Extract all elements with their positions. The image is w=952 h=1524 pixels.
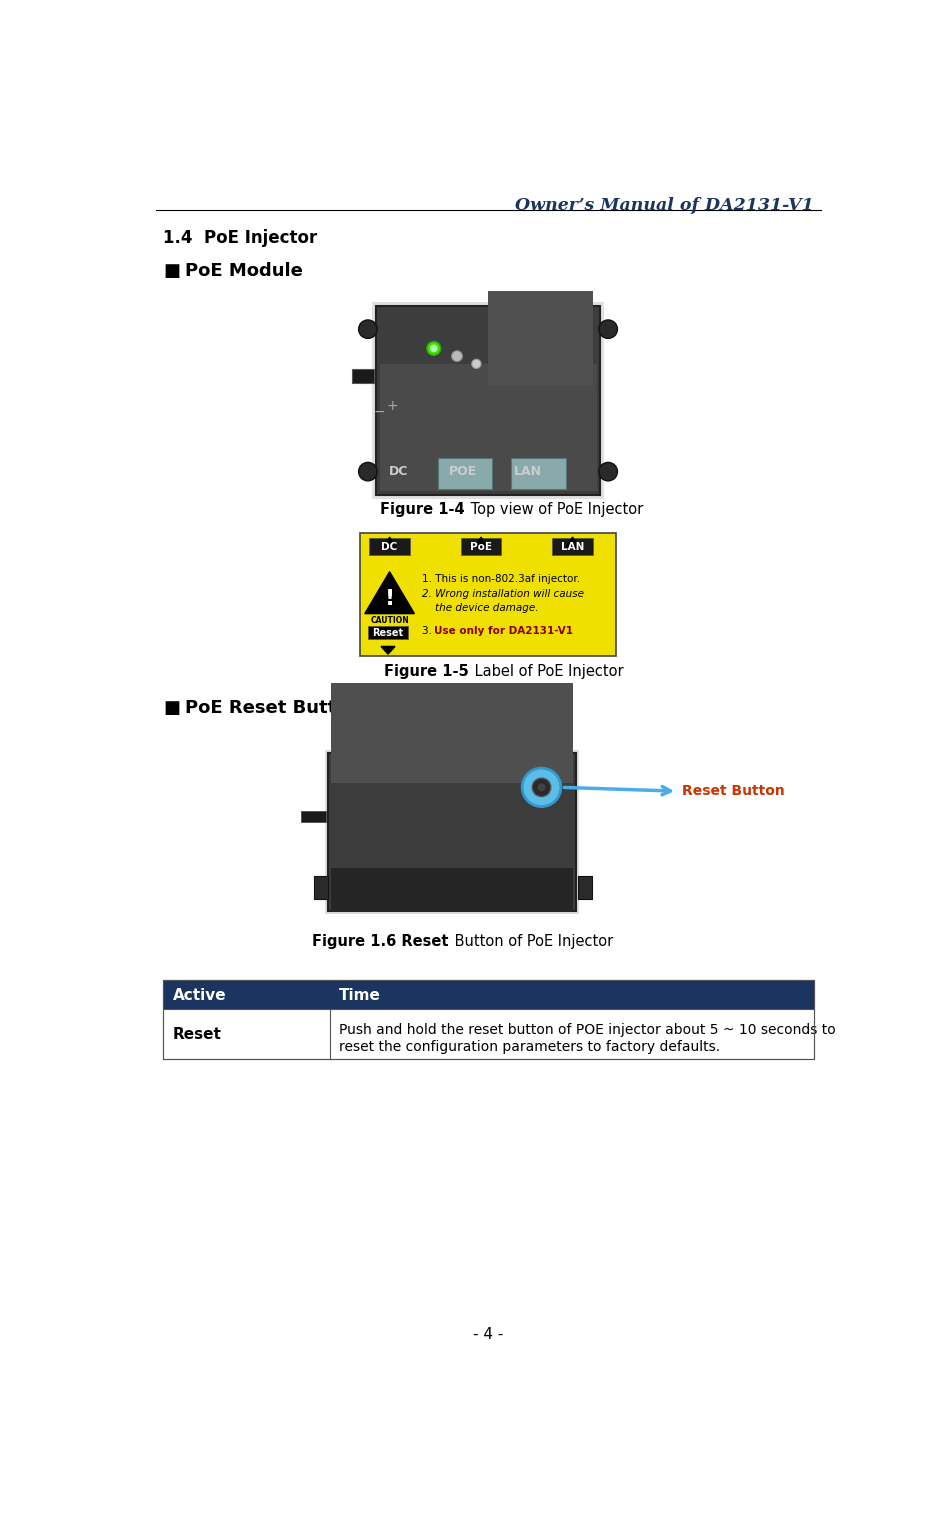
Bar [331, 869, 573, 910]
Circle shape [451, 351, 462, 361]
Circle shape [522, 768, 561, 806]
Text: PoE: PoE [469, 543, 491, 552]
Circle shape [598, 320, 617, 338]
Text: ■: ■ [163, 262, 180, 280]
Circle shape [471, 360, 481, 369]
Polygon shape [365, 572, 414, 614]
Bar [328, 753, 576, 910]
Text: 1. This is non-802.3af injector.: 1. This is non-802.3af injector. [422, 575, 580, 584]
Bar [552, 538, 592, 555]
Bar [325, 750, 579, 913]
Bar [163, 980, 813, 1009]
Text: LAN: LAN [513, 465, 541, 479]
Bar [360, 533, 615, 657]
Bar [577, 876, 591, 899]
Text: +: + [387, 399, 398, 413]
Circle shape [358, 320, 377, 338]
Text: Time: Time [339, 988, 381, 1003]
Text: reset the configuration parameters to factory defaults.: reset the configuration parameters to fa… [339, 1039, 720, 1055]
Text: Reset: Reset [372, 628, 404, 639]
Bar [301, 811, 326, 821]
Bar [163, 1009, 813, 1059]
Text: Figure 1-5: Figure 1-5 [384, 664, 468, 680]
Circle shape [426, 341, 440, 355]
Text: - 4 -: - 4 - [472, 1327, 503, 1341]
Text: Push and hold the reset button of POE injector about 5 ~ 10 seconds to: Push and hold the reset button of POE in… [339, 1023, 835, 1036]
Polygon shape [474, 536, 486, 547]
Text: Button of PoE Injector: Button of PoE Injector [449, 934, 613, 948]
Text: Figure 1-4: Figure 1-4 [380, 503, 465, 518]
Text: Active: Active [172, 988, 226, 1003]
Text: Label of PoE Injector: Label of PoE Injector [469, 664, 624, 680]
Text: 3.: 3. [422, 626, 435, 636]
Bar [375, 306, 600, 495]
Text: POE: POE [448, 465, 477, 479]
Bar [314, 876, 328, 899]
Text: CAUTION: CAUTION [369, 616, 408, 625]
Text: PoE Module: PoE Module [185, 262, 303, 280]
Bar [369, 538, 409, 555]
Text: 2. Wrong installation will cause: 2. Wrong installation will cause [422, 588, 584, 599]
Polygon shape [565, 536, 578, 547]
Text: ■: ■ [163, 700, 180, 716]
Text: −: − [373, 405, 385, 419]
Text: Top view of PoE Injector: Top view of PoE Injector [466, 503, 643, 518]
Bar [487, 291, 592, 384]
Text: 1.4  PoE Injector: 1.4 PoE Injector [163, 229, 317, 247]
Polygon shape [381, 646, 395, 654]
Bar [437, 457, 491, 489]
Text: DC: DC [381, 543, 397, 552]
Circle shape [358, 462, 377, 482]
Circle shape [531, 779, 550, 797]
Text: Use only for DA2131-V1: Use only for DA2131-V1 [433, 626, 572, 636]
Bar [163, 980, 813, 1059]
Bar [510, 457, 565, 489]
Text: the device damage.: the device damage. [434, 602, 538, 613]
Bar [461, 538, 501, 555]
Text: Owner’s Manual of DA2131-V1: Owner’s Manual of DA2131-V1 [514, 197, 813, 213]
Circle shape [429, 344, 437, 352]
Bar [367, 626, 407, 640]
Text: Reset: Reset [172, 1027, 221, 1042]
Circle shape [537, 783, 545, 791]
Circle shape [598, 462, 617, 482]
Bar [371, 302, 604, 498]
Bar [331, 683, 573, 783]
Bar [379, 364, 596, 491]
Text: !: ! [385, 588, 394, 608]
Text: Reset Button: Reset Button [681, 785, 783, 799]
Text: DC: DC [388, 465, 408, 479]
Text: PoE Reset Button: PoE Reset Button [185, 700, 361, 716]
Bar [352, 369, 374, 383]
Text: Figure 1.6 Reset: Figure 1.6 Reset [311, 934, 448, 948]
Text: LAN: LAN [560, 543, 584, 552]
Polygon shape [383, 536, 395, 547]
